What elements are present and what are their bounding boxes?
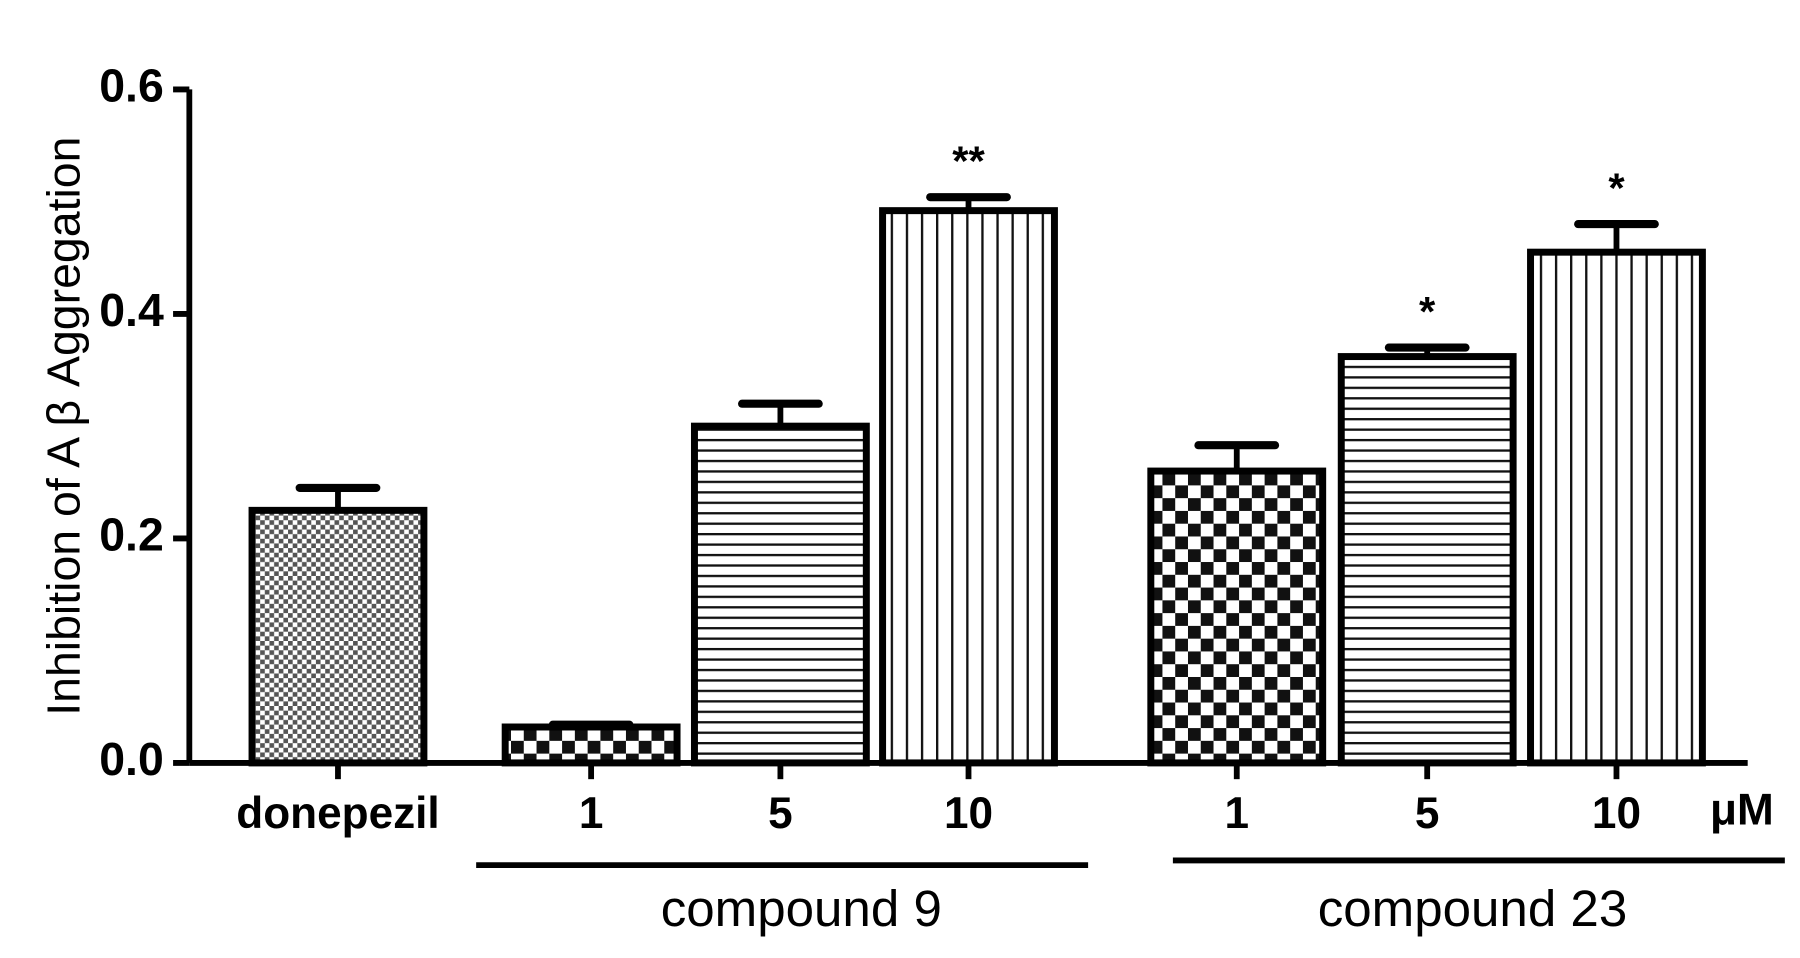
significance-label: * bbox=[1419, 288, 1436, 335]
x-tick-label: 5 bbox=[768, 789, 793, 838]
y-tick-label: 0.0 bbox=[99, 733, 164, 785]
x-tick-label: 1 bbox=[579, 789, 604, 838]
group-label: compound 9 bbox=[661, 880, 942, 937]
significance-label: ** bbox=[952, 138, 985, 185]
bar bbox=[1337, 353, 1517, 767]
bar bbox=[248, 506, 428, 767]
x-tick-label: 1 bbox=[1224, 789, 1249, 838]
bar bbox=[879, 207, 1058, 767]
unit-label: μM bbox=[1710, 786, 1774, 835]
y-axis-label: Inhibition of A β Aggregation bbox=[38, 137, 90, 716]
x-tick-label: 10 bbox=[1592, 789, 1641, 838]
x-tick-label: 10 bbox=[944, 789, 993, 838]
y-tick-label: 0.4 bbox=[99, 284, 164, 336]
x-tick-label: donepezil bbox=[236, 789, 439, 838]
bar bbox=[1527, 248, 1706, 767]
significance-label: * bbox=[1608, 165, 1625, 212]
y-tick-label: 0.2 bbox=[99, 509, 164, 561]
group-label: compound 23 bbox=[1318, 880, 1628, 937]
bar bbox=[1147, 467, 1327, 767]
x-tick-label: 5 bbox=[1415, 789, 1440, 838]
bar bbox=[690, 422, 870, 767]
bar bbox=[501, 723, 681, 767]
y-tick-label: 0.6 bbox=[99, 60, 164, 112]
